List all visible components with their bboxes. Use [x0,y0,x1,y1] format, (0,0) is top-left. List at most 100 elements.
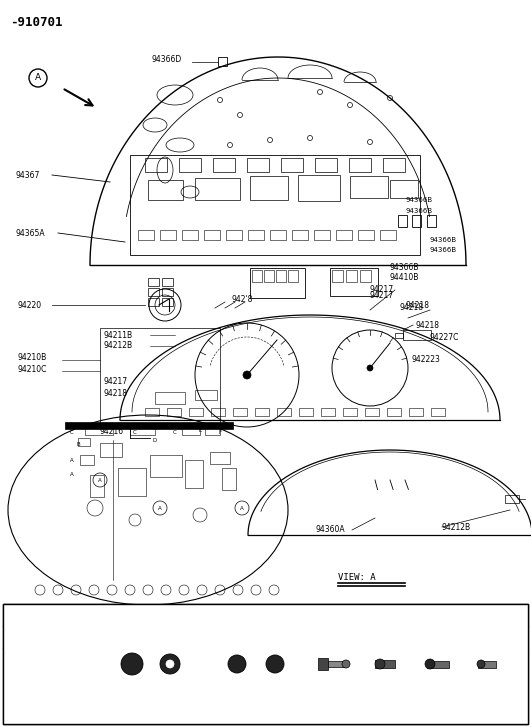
Text: 94366B: 94366B [430,247,457,253]
Text: -910701: -910701 [10,15,63,28]
Bar [189,408,203,416]
Bar [270,230,286,240]
Text: 34221D: 34221D [435,634,461,640]
Bar [3,604,528,724]
Bar [205,425,220,435]
Text: 94366B: 94366B [390,263,419,273]
Bar [365,408,379,416]
Bar [383,158,405,172]
Bar [281,158,303,172]
Text: 94367: 94367 [15,171,39,180]
Bar [349,158,371,172]
Bar [130,425,155,435]
Bar [380,230,396,240]
Text: A: A [240,505,244,510]
Text: A: A [52,611,58,621]
Bar [350,176,388,198]
Text: 94366B: 94366B [405,197,432,203]
Bar [226,230,242,240]
Text: 18668A: 18668A [269,634,295,640]
Bar [390,180,418,198]
Bar [318,658,328,670]
Text: 94210B: 94210B [18,353,47,363]
Bar [252,270,262,282]
Text: C: C [262,611,268,621]
Text: E: E [393,611,399,621]
Text: 94366B: 94366B [430,237,457,243]
Text: 94366H: 94366H [59,634,84,640]
Bar [314,230,330,240]
Bar [505,495,519,503]
Circle shape [375,659,385,669]
Text: F: F [218,430,221,435]
Bar [213,158,235,172]
Circle shape [121,653,143,675]
Text: D: D [340,611,347,621]
Text: 34369F: 34369F [112,634,138,640]
Bar [65,422,233,429]
Bar [478,661,496,668]
Text: B: B [157,611,163,621]
Text: F: F [446,611,451,621]
Circle shape [342,660,350,668]
Bar [160,230,176,240]
Text: 94366B: 94366B [405,208,432,214]
Bar [162,298,173,306]
Bar [85,425,113,435]
Bar [3,604,528,724]
Bar [80,455,94,465]
Bar [409,408,423,416]
Bar [3,604,528,724]
Text: C: C [133,430,137,435]
Text: 94210C: 94210C [18,364,47,374]
Bar [395,333,403,338]
Text: 94369A: 94369A [7,634,32,640]
Bar [321,408,335,416]
Bar [412,215,421,227]
Bar [358,230,374,240]
Bar [427,661,449,668]
Text: 94212B: 94212B [442,523,471,531]
Bar [162,278,173,286]
Bar [145,408,159,416]
Bar [167,408,181,416]
Text: 94217: 94217 [104,377,128,387]
Bar [403,330,431,340]
Bar [387,408,401,416]
Bar [298,175,340,201]
Text: 94218: 94218 [415,321,439,329]
Bar [148,288,159,296]
Text: 942223: 942223 [412,356,441,364]
Bar [250,268,305,298]
Bar [233,408,247,416]
Text: 94220: 94220 [18,300,42,310]
Bar [292,230,308,240]
Bar [360,270,371,282]
Bar [90,475,104,497]
Circle shape [266,655,284,673]
Bar [299,408,313,416]
Text: VIEW: A: VIEW: A [338,574,375,582]
Text: 94368C: 94368C [164,634,190,640]
Text: 942'8: 942'8 [232,295,253,305]
Bar [336,230,352,240]
Bar [250,176,288,200]
Text: A: A [70,473,74,478]
Bar [118,468,146,496]
Circle shape [243,371,251,379]
Circle shape [160,654,180,674]
Bar [264,270,274,282]
Bar [276,270,286,282]
Text: 94217: 94217 [370,291,394,300]
Bar [332,270,343,282]
Bar [138,230,154,240]
Bar [346,270,357,282]
Bar [204,230,220,240]
Text: A: A [98,478,102,483]
Circle shape [425,659,435,669]
Bar [148,278,159,286]
Bar [150,455,182,477]
Bar [277,408,291,416]
Circle shape [228,655,246,673]
Text: A: A [35,73,41,82]
